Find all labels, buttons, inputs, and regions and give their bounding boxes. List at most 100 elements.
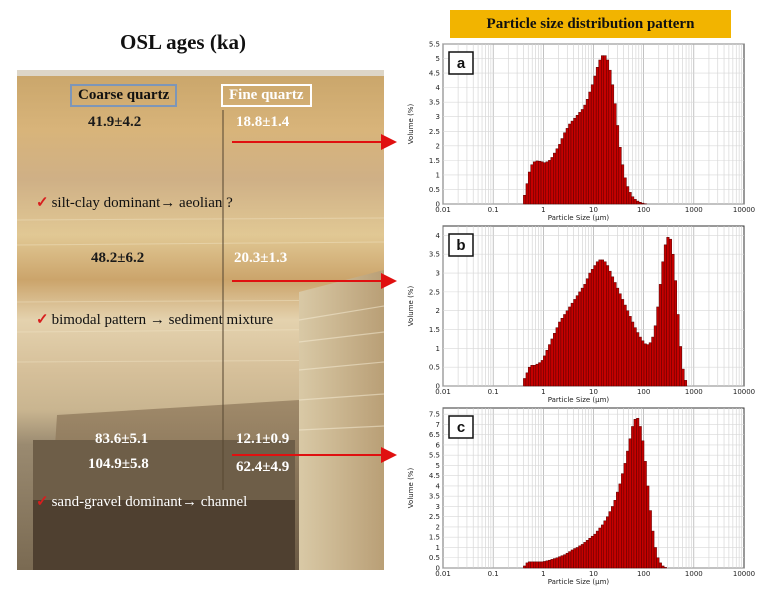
panel-label-box [448, 51, 474, 75]
bar [641, 440, 645, 569]
y-tick-label: 2 [436, 142, 440, 150]
bar [583, 542, 587, 569]
age-coarse-top: 41.9±4.2 [88, 114, 142, 130]
bar [666, 237, 670, 387]
bar [613, 282, 617, 387]
bar [523, 565, 527, 569]
y-tick-label: 7.5 [429, 411, 440, 419]
y-tick-label: 4 [436, 232, 441, 240]
bar [588, 538, 592, 569]
bar [646, 344, 650, 387]
bar [643, 343, 647, 387]
note-aeolian-text: silt-clay dominant→ aeolian ? [51, 195, 233, 211]
bar [641, 202, 645, 205]
bar [663, 244, 667, 387]
check-icon: ✓ [36, 494, 49, 510]
bar [606, 265, 610, 387]
bar [681, 368, 685, 387]
x-tick-label: 0.1 [488, 206, 499, 214]
bar [553, 558, 557, 569]
y-tick-label: 2 [436, 307, 440, 315]
bar [633, 419, 637, 569]
bar [545, 349, 549, 387]
bar [588, 91, 592, 205]
bar [568, 123, 572, 205]
bar [636, 200, 640, 205]
bar [558, 144, 562, 205]
bar [641, 340, 645, 387]
bar [608, 511, 612, 569]
y-tick-label: 3.5 [429, 493, 440, 501]
bar [684, 380, 688, 387]
bar [523, 378, 527, 387]
bar [543, 561, 547, 569]
bar [585, 99, 589, 205]
bar [575, 295, 579, 387]
y-tick-label: 0 [436, 201, 440, 209]
age-fine-top: 18.8±1.4 [236, 114, 290, 130]
y-tick-label: 4.5 [429, 472, 440, 480]
fine-quartz-header: Fine quartz [221, 84, 312, 107]
x-tick-label: 100 [637, 206, 650, 214]
bar [626, 310, 630, 387]
bar [523, 195, 527, 205]
bar [671, 253, 675, 387]
y-tick-label: 4.5 [429, 70, 440, 78]
y-tick-label: 0.5 [429, 554, 440, 562]
x-tick-label: 10 [589, 206, 598, 214]
age-coarse-bot-2: 104.9±5.8 [88, 456, 149, 472]
psd-title: Particle size distribution pattern [450, 10, 731, 38]
bar [611, 84, 615, 205]
bar [658, 562, 662, 569]
bar [603, 55, 607, 205]
y-tick-label: 0.5 [429, 186, 440, 194]
bar [616, 491, 620, 569]
bar [583, 104, 587, 205]
y-tick-label: 6.5 [429, 431, 440, 439]
y-tick-label: 1.5 [429, 326, 440, 334]
bar [527, 561, 531, 569]
bar [598, 59, 602, 205]
bar [573, 299, 577, 387]
bar [543, 355, 547, 387]
bar [545, 161, 549, 205]
bar [578, 112, 582, 205]
chart-b: 0 0.5 1 1.5 2 2.5 3 3.5 4 0.01 0.1 1 10 100 1000 10000 P… [407, 225, 755, 404]
bar [575, 115, 579, 205]
bar [570, 549, 574, 569]
bar [626, 450, 630, 569]
bar [575, 547, 579, 569]
y-axis-label: Volume (%) [407, 468, 415, 509]
panel-label: a [457, 55, 466, 72]
bar [543, 162, 547, 205]
bar [631, 196, 635, 205]
bar [653, 325, 657, 387]
x-tick-label: 0.01 [435, 388, 451, 396]
bar [603, 261, 607, 387]
x-tick-label: 0.1 [488, 388, 499, 396]
y-tick-label: 0 [436, 383, 440, 391]
y-tick-label: 1.5 [429, 534, 440, 542]
y-axis-label: Volume (%) [407, 286, 415, 327]
y-tick-label: 2 [436, 523, 440, 531]
y-tick-label: 4 [436, 84, 441, 92]
x-tick-label: 10000 [733, 206, 755, 214]
y-tick-label: 2.5 [429, 513, 440, 521]
bar [580, 544, 584, 569]
chart-a: 0 0.5 1 1.5 2 2.5 3 3.5 4 4.5 5 5.5 0.01 0.1 1 10 100 100… [407, 41, 755, 223]
bar [525, 372, 529, 387]
bar [580, 287, 584, 387]
bar [563, 314, 567, 387]
x-tick-label: 1 [541, 388, 545, 396]
bar [651, 530, 655, 569]
bar [527, 366, 531, 387]
bar [555, 557, 559, 569]
x-tick-label: 0.1 [488, 570, 499, 578]
y-tick-label: 5.5 [429, 452, 440, 460]
x-tick-label: 1000 [685, 206, 703, 214]
bar [613, 103, 617, 205]
bar [633, 327, 637, 387]
bar [606, 59, 610, 205]
bar [583, 284, 587, 387]
bar [590, 535, 594, 569]
